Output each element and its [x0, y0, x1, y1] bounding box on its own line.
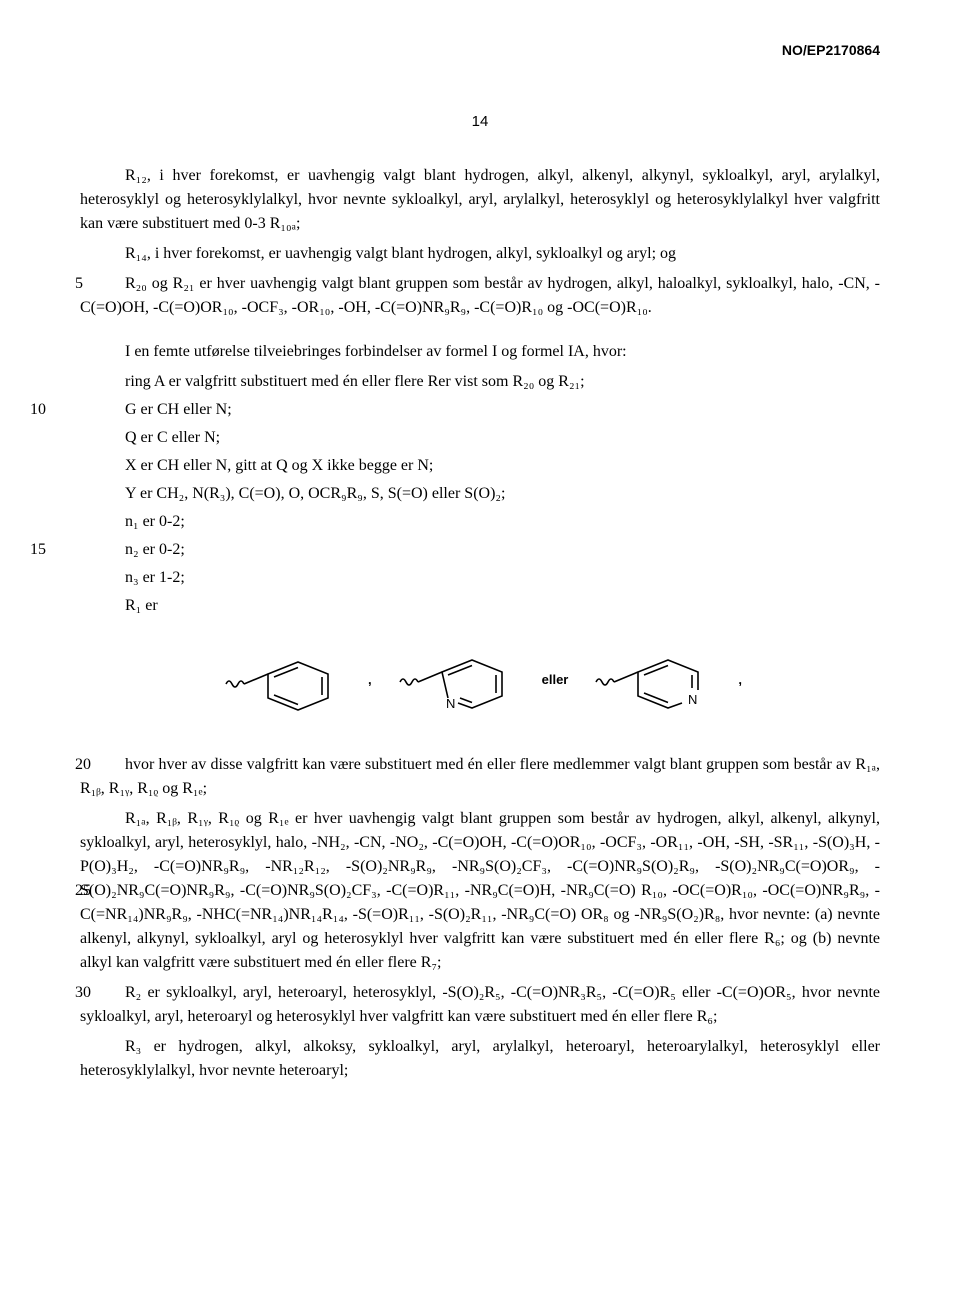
chemical-structures: , N eller [80, 638, 880, 723]
text: R₁₂, i hver forekomst, er uavhengig valg… [80, 167, 880, 232]
text: X er CH eller N, gitt at Q og X ikke beg… [125, 457, 433, 474]
line-number-25: 25 [30, 879, 91, 903]
text: R₁₄, i hver forekomst, er uavhengig valg… [125, 245, 676, 262]
line-number-5: 5 [30, 272, 83, 296]
text: R₂₀ og R₂₁ er hver uavhengig valgt blant… [80, 275, 880, 316]
list-item: Q er C eller N; [80, 426, 880, 450]
paragraph-r1a: 25 R₁ₐ, R₁ᵦ, R₁ᵧ, R₁ᵨ og R₁ₑ er hver uav… [80, 807, 880, 975]
list-item: Y er CH₂, N(R₃), C(=O), O, OCR₉R₉, S, S(… [80, 482, 880, 506]
text: G er CH eller N; [125, 401, 232, 418]
svg-text:N: N [688, 692, 697, 707]
doc-id-header: NO/EP2170864 [80, 40, 880, 61]
text: n₁ er 0-2; [125, 513, 185, 530]
list-item: 10 G er CH eller N; [80, 398, 880, 422]
list-item: R₁ er [80, 594, 880, 618]
paragraph-r2: 30 R₂ er sykloalkyl, aryl, heteroaryl, h… [80, 981, 880, 1029]
separator-comma: , [368, 670, 372, 690]
list-item: n₃ er 1-2; [80, 566, 880, 590]
embodiment-block: I en femte utførelse tilveiebringes forb… [80, 340, 880, 618]
line-number-20: 20 [30, 753, 91, 777]
list-item: n₁ er 0-2; [80, 510, 880, 534]
page-content: R₁₂, i hver forekomst, er uavhengig valg… [80, 164, 880, 1083]
line-number-15: 15 [30, 538, 46, 562]
text: R₁ₐ, R₁ᵦ, R₁ᵧ, R₁ᵨ og R₁ₑ er hver uavhen… [80, 810, 880, 971]
svg-text:N: N [446, 696, 455, 711]
paragraph-r20: 5 R₂₀ og R₂₁ er hver uavhengig valgt bla… [80, 272, 880, 320]
paragraph-r14: R₁₄, i hver forekomst, er uavhengig valg… [80, 242, 880, 266]
text: n₂ er 0-2; [125, 541, 185, 558]
text: n₃ er 1-2; [125, 569, 185, 586]
list-item: ring A er valgfritt substituert med én e… [80, 370, 880, 394]
paragraph-hvor: 20 hvor hver av disse valgfritt kan være… [80, 753, 880, 801]
pyridine-left-icon: N [392, 638, 522, 723]
benzene-icon [218, 640, 348, 720]
text: R₂ er sykloalkyl, aryl, heteroaryl, hete… [80, 984, 880, 1025]
text: Q er C eller N; [125, 429, 220, 446]
text: R₁ er [125, 597, 158, 614]
list-item: X er CH eller N, gitt at Q og X ikke beg… [80, 454, 880, 478]
list-item: 15 n₂ er 0-2; [80, 538, 880, 562]
text: hvor hver av disse valgfritt kan være su… [80, 756, 880, 797]
text: ring A er valgfritt substituert med én e… [125, 373, 585, 390]
text: I en femte utførelse tilveiebringes forb… [125, 343, 627, 360]
pyridine-right-icon: N [588, 638, 718, 723]
separator-comma-2: , [738, 670, 742, 690]
paragraph-r3: R₃ er hydrogen, alkyl, alkoksy, sykloalk… [80, 1035, 880, 1083]
line-number-10: 10 [30, 398, 46, 422]
paragraph-r12: R₁₂, i hver forekomst, er uavhengig valg… [80, 164, 880, 236]
page-number: 14 [80, 111, 880, 134]
text: Y er CH₂, N(R₃), C(=O), O, OCR₉R₉, S, S(… [125, 485, 505, 502]
paragraph-intro: I en femte utførelse tilveiebringes forb… [80, 340, 880, 364]
line-number-30: 30 [30, 981, 91, 1005]
separator-eller: eller [542, 670, 569, 690]
text: R₃ er hydrogen, alkyl, alkoksy, sykloalk… [80, 1038, 880, 1079]
